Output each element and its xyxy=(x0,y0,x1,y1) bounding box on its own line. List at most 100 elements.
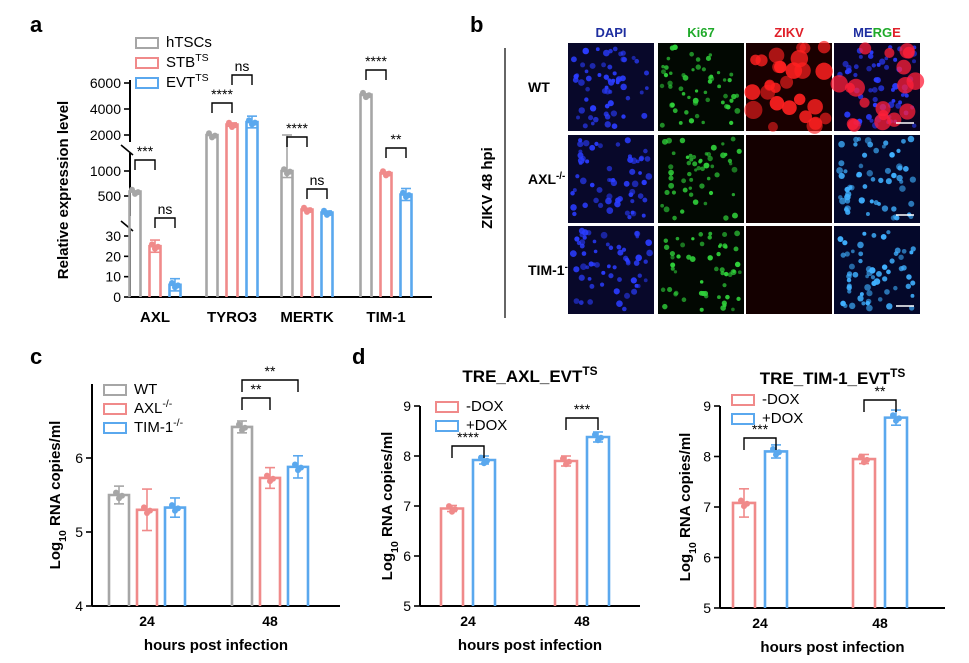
cell-signal xyxy=(593,249,598,254)
cell-signal xyxy=(641,112,648,119)
cell-signal xyxy=(607,100,614,107)
data-point xyxy=(738,497,744,504)
cell-signal xyxy=(679,137,686,144)
cell-signal xyxy=(572,211,577,217)
cell-signal xyxy=(701,120,705,125)
cell-signal xyxy=(708,53,713,57)
panel-label-c: c xyxy=(30,344,42,369)
data-point xyxy=(172,284,178,291)
significance-bracket xyxy=(241,379,299,392)
x-tick-label: MERTK xyxy=(280,309,333,326)
cell-signal xyxy=(732,212,738,219)
cell-signal xyxy=(585,86,590,92)
cell-signal xyxy=(808,116,823,130)
cell-signal xyxy=(750,54,761,66)
cell-signal xyxy=(838,140,845,148)
micrograph-axl-merge xyxy=(834,135,920,223)
cell-signal xyxy=(600,231,608,239)
cell-signal xyxy=(793,93,806,106)
cell-signal xyxy=(630,157,638,165)
panel-a-ylabel: Relative expression level xyxy=(55,101,72,279)
data-point xyxy=(284,170,290,177)
cell-signal xyxy=(844,251,850,257)
cell-signal xyxy=(624,137,631,144)
cell-signal xyxy=(780,75,794,89)
cell-signal xyxy=(847,289,852,294)
data-point xyxy=(169,280,175,286)
bar-48-+dox xyxy=(585,435,611,606)
cell-signal xyxy=(644,156,651,162)
cell-signal xyxy=(736,296,741,301)
cell-signal xyxy=(859,42,872,55)
cell-signal xyxy=(606,207,614,214)
cell-signal xyxy=(668,175,674,181)
cell-signal xyxy=(703,162,710,169)
micrograph-wt-ki67 xyxy=(658,43,744,131)
cell-signal xyxy=(866,65,872,72)
cell-signal xyxy=(866,170,873,177)
cell-signal xyxy=(910,293,915,298)
cell-signal xyxy=(899,43,915,59)
cell-signal xyxy=(884,167,891,174)
x-tick-label: 24 xyxy=(139,613,155,629)
cell-signal xyxy=(716,251,721,257)
cell-signal xyxy=(606,165,613,172)
y-tick-label: 5 xyxy=(75,524,83,540)
cell-signal xyxy=(668,169,674,176)
cell-signal xyxy=(859,292,864,297)
data-point xyxy=(383,172,389,179)
y-tick-label: 8 xyxy=(703,449,711,465)
cell-signal xyxy=(597,73,602,77)
cell-signal xyxy=(669,45,676,51)
y-tick-label: 10 xyxy=(105,269,121,285)
legend-swatch xyxy=(435,401,459,413)
cell-signal xyxy=(638,156,644,162)
cell-signal xyxy=(905,283,912,289)
cell-signal xyxy=(634,58,640,64)
cell-signal xyxy=(668,164,674,170)
panel-label-b: b xyxy=(470,12,483,37)
column-label-dapi: DAPI xyxy=(595,25,626,40)
cell-signal xyxy=(910,280,916,286)
data-point xyxy=(226,119,232,126)
data-point xyxy=(281,166,287,173)
cell-signal xyxy=(643,259,648,264)
legend-swatch xyxy=(135,37,159,49)
legend-swatch xyxy=(135,57,159,69)
cell-signal xyxy=(570,191,575,196)
x-tick-label: 48 xyxy=(872,615,888,631)
cell-signal xyxy=(692,100,699,106)
micrograph-axl-dapi xyxy=(568,135,654,223)
cell-signal xyxy=(737,270,742,275)
cell-signal xyxy=(720,100,725,105)
data-point xyxy=(563,461,569,468)
cell-signal xyxy=(584,69,589,74)
cell-signal xyxy=(764,80,775,91)
significance-bracket xyxy=(154,217,176,228)
data-point xyxy=(360,89,366,96)
cell-signal xyxy=(838,172,845,180)
cell-signal xyxy=(876,62,881,67)
cell-signal xyxy=(578,161,583,165)
y-tick-label: 4 xyxy=(75,598,83,614)
cell-signal xyxy=(624,292,631,299)
data-point xyxy=(478,454,484,461)
cell-signal xyxy=(861,301,866,306)
cell-signal xyxy=(909,250,914,255)
cell-signal xyxy=(572,188,577,193)
cell-signal xyxy=(663,238,669,243)
cell-signal xyxy=(891,98,896,103)
cell-signal xyxy=(714,172,720,178)
significance-bracket xyxy=(451,445,485,458)
cell-signal xyxy=(599,282,605,287)
cell-signal xyxy=(840,252,846,258)
cell-signal xyxy=(912,59,917,64)
cell-signal xyxy=(681,178,687,184)
bar-mertk-htscs xyxy=(280,169,294,297)
cell-signal xyxy=(636,284,641,289)
data-point xyxy=(400,189,406,196)
cell-signal xyxy=(603,74,609,80)
cell-signal xyxy=(866,304,873,312)
cell-signal xyxy=(768,47,785,64)
cell-signal xyxy=(853,64,859,70)
